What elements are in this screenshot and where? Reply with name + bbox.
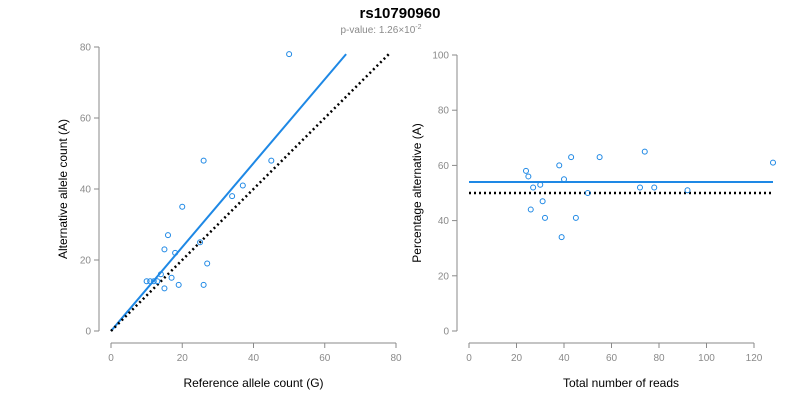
y-tick-label: 0 bbox=[85, 327, 91, 338]
x-tick-label: 40 bbox=[248, 353, 260, 364]
percentage-panel: 0 20 40 60 80 100 120 0 20 40 60 80 100 Total number … bbox=[410, 51, 776, 390]
allele-count-panel: 0 20 40 60 80 0 20 40 60 80 Reference allele count… bbox=[56, 43, 402, 391]
x-tick-label: 0 bbox=[466, 353, 472, 364]
data-point bbox=[527, 206, 534, 213]
x-tick-label: 80 bbox=[390, 353, 402, 364]
y-tick-label: 20 bbox=[80, 256, 92, 267]
data-point bbox=[641, 148, 648, 155]
data-point bbox=[150, 278, 157, 285]
data-point bbox=[561, 176, 567, 183]
x-tick-label: 80 bbox=[653, 353, 665, 364]
data-point bbox=[584, 190, 591, 196]
data-point bbox=[556, 162, 563, 169]
y-tick-label: 40 bbox=[80, 185, 92, 196]
data-point bbox=[168, 274, 175, 281]
data-point bbox=[161, 246, 168, 253]
data-point bbox=[596, 154, 603, 161]
data-point bbox=[637, 184, 643, 191]
data-point bbox=[165, 232, 171, 239]
data-point bbox=[539, 198, 546, 205]
data-point bbox=[268, 157, 275, 164]
data-point bbox=[200, 281, 207, 288]
y-tick-label: 80 bbox=[80, 43, 92, 54]
data-point bbox=[157, 271, 164, 278]
x-axis-label: Reference allele count (G) bbox=[183, 376, 323, 390]
data-point bbox=[200, 157, 207, 164]
x-tick-label: 40 bbox=[558, 353, 570, 364]
expected-ratio-line bbox=[110, 53, 390, 332]
data-point bbox=[572, 214, 579, 221]
x-tick-label: 60 bbox=[606, 353, 618, 364]
data-point bbox=[229, 193, 236, 200]
data-point bbox=[154, 278, 161, 285]
data-point bbox=[525, 173, 532, 180]
x-tick-label: 0 bbox=[108, 353, 114, 364]
data-point bbox=[172, 249, 179, 256]
pvalue-base: ×10 bbox=[398, 25, 415, 36]
data-point bbox=[542, 214, 548, 221]
data-point bbox=[161, 285, 168, 292]
data-point bbox=[523, 167, 529, 174]
fitted-line bbox=[110, 53, 347, 332]
data-point bbox=[175, 281, 182, 288]
pvalue-exponent: -2 bbox=[415, 24, 421, 31]
y-tick-label: 0 bbox=[443, 327, 449, 338]
data-point bbox=[179, 203, 186, 210]
x-axis-label: Total number of reads bbox=[563, 376, 679, 390]
x-tick-label: 120 bbox=[746, 353, 763, 364]
x-tick-label: 100 bbox=[698, 353, 715, 364]
data-point bbox=[568, 154, 575, 161]
data-point bbox=[286, 51, 293, 58]
data-point bbox=[558, 234, 565, 241]
data-point bbox=[197, 239, 204, 246]
pvalue-subtitle: p-value: 1.26×10-2 bbox=[340, 24, 421, 36]
y-tick-label: 80 bbox=[438, 106, 450, 117]
y-tick-label: 40 bbox=[438, 216, 450, 227]
data-point bbox=[770, 159, 776, 166]
data-point bbox=[147, 278, 154, 285]
data-point bbox=[537, 181, 544, 188]
y-tick-label: 60 bbox=[438, 161, 450, 172]
y-tick-label: 100 bbox=[432, 51, 449, 62]
pvalue-label: p-value: 1.26 bbox=[340, 25, 398, 36]
y-axis-label: Alternative allele count (A) bbox=[56, 119, 70, 259]
data-point bbox=[143, 278, 150, 285]
x-tick-label: 20 bbox=[177, 353, 189, 364]
data-point bbox=[239, 182, 246, 189]
x-tick-label: 60 bbox=[319, 353, 331, 364]
x-tick-label: 20 bbox=[511, 353, 523, 364]
y-tick-label: 60 bbox=[80, 114, 92, 125]
data-point bbox=[204, 260, 211, 267]
y-axis-label: Percentage alternative (A) bbox=[410, 123, 424, 262]
data-point bbox=[530, 184, 537, 191]
y-tick-label: 20 bbox=[438, 271, 450, 282]
figure-title: rs10790960 bbox=[360, 5, 441, 22]
data-point bbox=[651, 184, 658, 191]
data-point bbox=[684, 187, 691, 194]
